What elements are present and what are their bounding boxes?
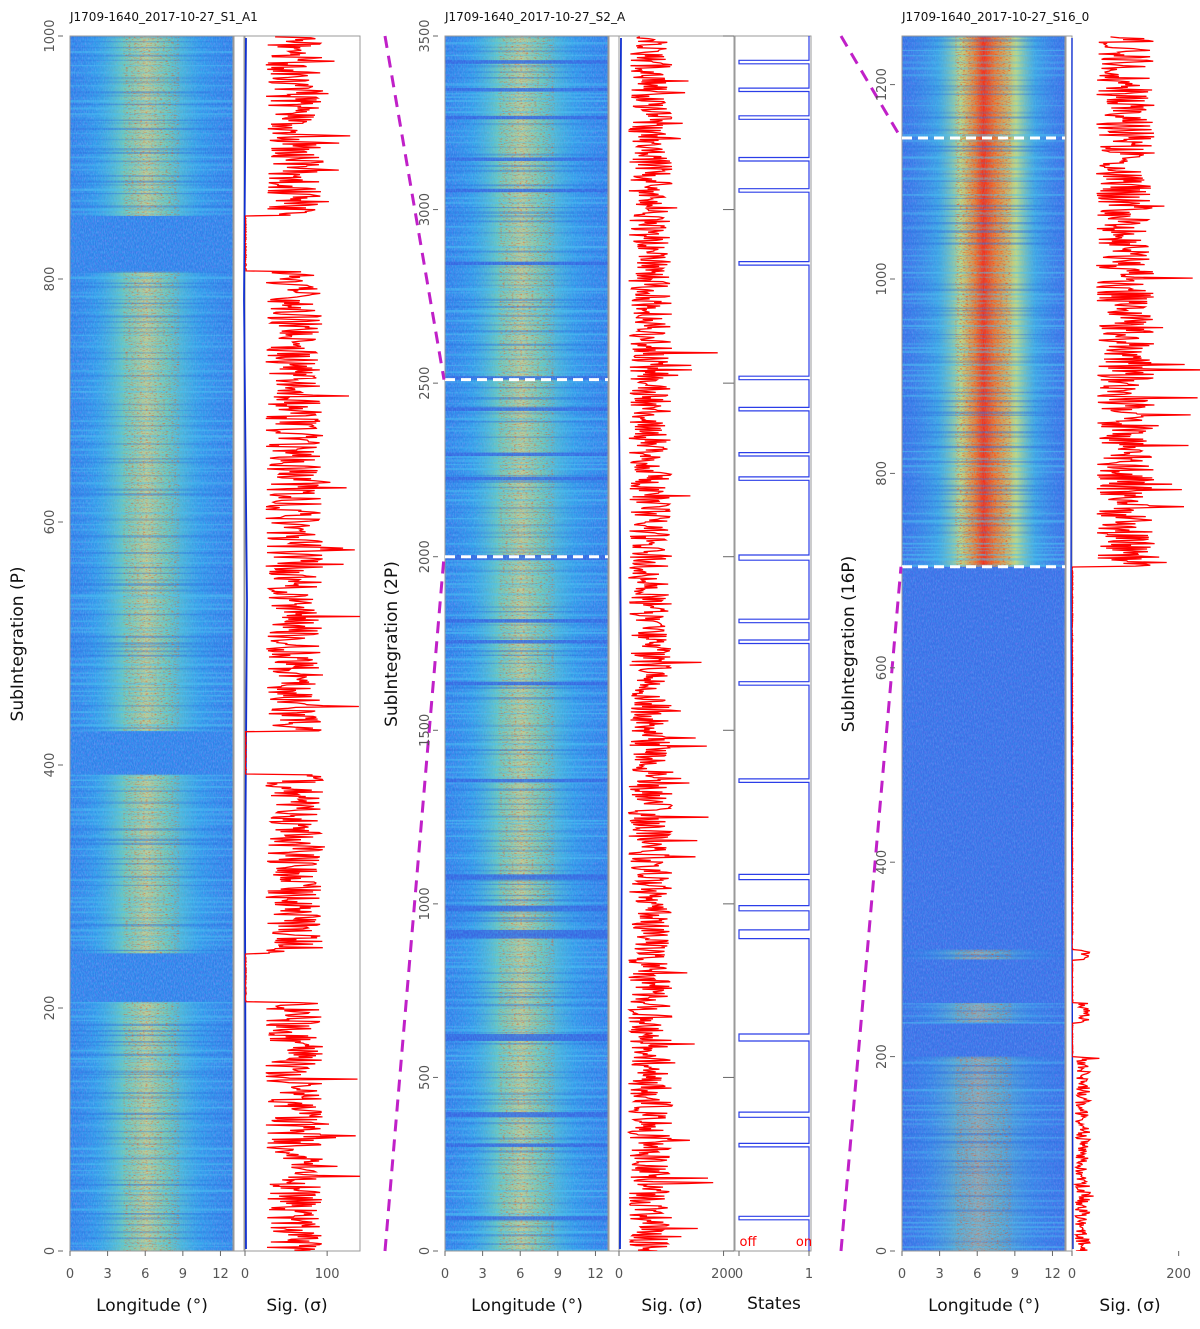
x3-tick-label: 0 (898, 1267, 906, 1282)
profile-line-1 (243, 37, 248, 1250)
heatmap-panel-1 (70, 36, 233, 1251)
states-tick-label: 0 (735, 1267, 743, 1282)
frame-heatmap-1 (69, 35, 234, 1252)
panel-3-title: J1709-1640_2017-10-27_S16_0 (901, 10, 1089, 24)
panel-2-xlabel: Longitude (°) (471, 1296, 583, 1316)
frame-profile-1 (233, 35, 245, 1252)
sig3-tick-label: 200 (1166, 1267, 1191, 1282)
y2-tick-label: 500 (418, 1065, 433, 1090)
axes: 0200400600800100005001000150020002500300… (43, 19, 1191, 1282)
sig-trace-1 (245, 36, 360, 1251)
x3-tick-label: 12 (1044, 1267, 1061, 1282)
sig-trace-2 (626, 36, 718, 1251)
x1-tick-label: 12 (212, 1267, 229, 1282)
x2-tick-label: 6 (516, 1267, 524, 1282)
y3-tick-label: 400 (875, 850, 890, 875)
panel-1-ylabel: SubIntegration (P) (8, 567, 28, 722)
zoom-connector (839, 566, 903, 1252)
zoom-connector (383, 556, 446, 1252)
states-trace (738, 36, 810, 1251)
y1-tick-label: 400 (43, 753, 58, 778)
x3-tick-label: 3 (935, 1267, 943, 1282)
frame-states-2 (734, 35, 812, 1252)
y2-tick-label: 3500 (418, 19, 433, 52)
frame-profile-2 (608, 35, 620, 1252)
x1-tick-label: 9 (179, 1267, 187, 1282)
marker-lines (383, 35, 1065, 1252)
zoom-connector (383, 35, 446, 380)
y1-tick-label: 200 (43, 996, 58, 1021)
y1-tick-label: 0 (43, 1247, 58, 1255)
states-line (738, 36, 810, 1251)
y2-tick-label: 2500 (418, 367, 433, 400)
y1-tick-label: 1000 (43, 19, 58, 52)
panel-2-title: J1709-1640_2017-10-27_S2_A (444, 10, 626, 24)
y2-tick-label: 3000 (418, 193, 433, 226)
x2-tick-label: 3 (478, 1267, 486, 1282)
y1-tick-label: 600 (43, 510, 58, 535)
x2-tick-label: 0 (441, 1267, 449, 1282)
profile-line-2 (618, 37, 623, 1250)
panel-3-ylabel: SubIntegration (16P) (839, 556, 859, 733)
y3-tick-label: 800 (875, 461, 890, 486)
sig2-tick-label: 0 (615, 1267, 623, 1282)
frame-sig-2 (618, 35, 735, 1252)
y3-tick-label: 600 (875, 655, 890, 680)
x2-tick-label: 9 (554, 1267, 562, 1282)
x3-tick-label: 9 (1011, 1267, 1019, 1282)
panel-3-siglabel: Sig. (σ) (1099, 1296, 1160, 1316)
panel-1-xlabel: Longitude (°) (96, 1296, 208, 1316)
state-on-label: on (796, 1235, 812, 1250)
state-off-label: off (740, 1235, 758, 1250)
y2-tick-label: 1000 (418, 887, 433, 920)
y3-tick-label: 200 (875, 1044, 890, 1069)
heatmap-panel-2 (445, 36, 608, 1251)
panel-3-xlabel: Longitude (°) (928, 1296, 1040, 1316)
panel-1-siglabel: Sig. (σ) (266, 1296, 327, 1316)
x3-tick-label: 6 (973, 1267, 981, 1282)
y3-tick-label: 1000 (875, 262, 890, 295)
sig-line (245, 36, 360, 1251)
sig-trace-3 (1072, 36, 1200, 1251)
sig-line (626, 36, 718, 1251)
x1-tick-label: 6 (141, 1267, 149, 1282)
frame-heatmap-3 (901, 35, 1066, 1252)
y3-tick-label: 0 (875, 1247, 890, 1255)
panel-2-ylabel: SubIntegration (2P) (382, 561, 402, 727)
states-xlabel: States (747, 1294, 801, 1314)
frame-heatmap-2 (444, 35, 609, 1252)
panel-2-siglabel: Sig. (σ) (641, 1296, 702, 1316)
y2-tick-label: 1500 (418, 714, 433, 747)
x1-tick-label: 0 (66, 1267, 74, 1282)
sig-line (1072, 36, 1200, 1251)
y2-tick-label: 2000 (418, 540, 433, 573)
sig1-tick-label: 100 (315, 1267, 340, 1282)
y2-tick-label: 0 (418, 1247, 433, 1255)
x2-tick-label: 12 (587, 1267, 604, 1282)
y1-tick-label: 800 (43, 267, 58, 292)
sig2-tick-label: 200 (711, 1267, 736, 1282)
panel-1-title: J1709-1640_2017-10-27_S1_A1 (69, 10, 258, 24)
zoom-connector (839, 35, 903, 139)
sig3-tick-label: 0 (1068, 1267, 1076, 1282)
y3-tick-label: 1200 (875, 68, 890, 101)
x1-tick-label: 3 (103, 1267, 111, 1282)
sig1-tick-label: 0 (241, 1267, 249, 1282)
heatmap-panel-3 (902, 36, 1065, 1251)
states-tick-label: 1 (805, 1267, 813, 1282)
